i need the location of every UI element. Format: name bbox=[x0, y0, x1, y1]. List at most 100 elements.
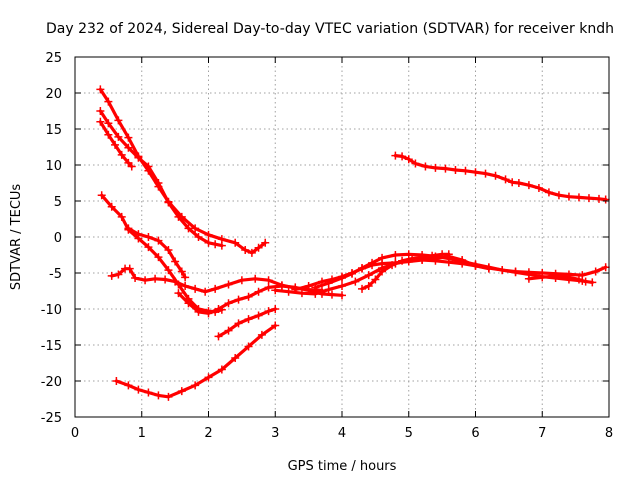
data-point bbox=[574, 193, 583, 202]
y-tick-label: 10 bbox=[45, 159, 62, 174]
data-point bbox=[204, 373, 213, 382]
data-point bbox=[124, 143, 133, 152]
data-point bbox=[177, 387, 186, 396]
data-point bbox=[144, 243, 153, 252]
data-point bbox=[214, 305, 223, 313]
data-point bbox=[254, 243, 263, 252]
data-point bbox=[234, 319, 243, 328]
data-point bbox=[431, 163, 440, 172]
data-point bbox=[481, 169, 490, 178]
y-tick-label: -5 bbox=[49, 267, 62, 282]
data-point bbox=[451, 166, 460, 175]
data-point bbox=[444, 252, 453, 261]
data-point bbox=[398, 152, 407, 161]
data-point bbox=[391, 259, 400, 268]
series-arc-15 bbox=[391, 151, 610, 204]
data-point bbox=[144, 162, 153, 171]
data-point bbox=[244, 292, 253, 301]
data-point bbox=[581, 277, 590, 286]
y-tick-label: 5 bbox=[54, 195, 62, 210]
data-point bbox=[144, 233, 153, 241]
data-point bbox=[584, 194, 593, 203]
data-point bbox=[554, 191, 563, 200]
data-point bbox=[247, 248, 256, 257]
data-point bbox=[508, 178, 517, 187]
data-point bbox=[277, 281, 286, 290]
data-point bbox=[311, 289, 320, 298]
data-point bbox=[191, 284, 200, 293]
data-point bbox=[237, 276, 246, 285]
data-point bbox=[104, 130, 113, 139]
data-point bbox=[114, 270, 123, 279]
data-point bbox=[284, 287, 293, 296]
x-tick-label: 1 bbox=[138, 426, 146, 441]
data-point bbox=[378, 253, 387, 262]
data-point bbox=[404, 256, 413, 265]
data-point bbox=[114, 116, 123, 125]
data-point bbox=[234, 295, 243, 304]
y-tick-label: 25 bbox=[45, 51, 62, 66]
data-point bbox=[141, 276, 150, 285]
data-point bbox=[231, 238, 240, 247]
x-tick-label: 4 bbox=[338, 426, 346, 441]
data-point bbox=[125, 264, 134, 273]
data-point bbox=[297, 289, 306, 298]
data-point bbox=[404, 155, 413, 164]
data-point bbox=[538, 273, 547, 282]
data-point bbox=[564, 273, 573, 282]
data-point bbox=[134, 153, 143, 162]
data-point bbox=[351, 277, 360, 286]
data-point bbox=[201, 287, 210, 296]
data-point bbox=[194, 233, 203, 241]
data-point bbox=[254, 287, 263, 296]
data-point bbox=[391, 251, 400, 259]
data-point bbox=[164, 198, 173, 207]
data-point bbox=[107, 202, 116, 211]
data-point bbox=[348, 269, 357, 278]
data-point bbox=[524, 274, 533, 283]
data-point bbox=[368, 258, 377, 267]
y-tick-label: -20 bbox=[41, 375, 62, 390]
data-point bbox=[164, 392, 173, 401]
data-point bbox=[184, 224, 193, 233]
data-point bbox=[154, 236, 163, 245]
data-point bbox=[104, 97, 113, 106]
data-point bbox=[327, 290, 336, 299]
data-point bbox=[257, 330, 266, 339]
data-series bbox=[96, 85, 610, 401]
y-tick-label: -25 bbox=[41, 411, 62, 426]
x-tick-label: 6 bbox=[471, 426, 479, 441]
data-point bbox=[358, 284, 367, 293]
data-point bbox=[117, 150, 126, 159]
data-point bbox=[217, 241, 226, 250]
data-point bbox=[601, 263, 610, 272]
data-point bbox=[271, 305, 280, 313]
series-arc-8 bbox=[214, 305, 280, 341]
data-point bbox=[161, 275, 170, 284]
data-point bbox=[498, 266, 507, 275]
y-tick-label: -15 bbox=[41, 339, 62, 354]
data-point bbox=[391, 151, 400, 160]
x-tick-label: 2 bbox=[204, 426, 212, 441]
data-point bbox=[588, 278, 597, 287]
data-point bbox=[171, 257, 180, 266]
y-tick-label: 0 bbox=[54, 231, 62, 246]
data-point bbox=[244, 342, 253, 351]
data-point bbox=[164, 266, 173, 275]
chart-title: Day 232 of 2024, Sidereal Day-to-day VTE… bbox=[46, 21, 614, 37]
data-point bbox=[591, 267, 600, 276]
data-point bbox=[96, 107, 105, 115]
data-point bbox=[501, 175, 510, 184]
series-line bbox=[100, 193, 224, 314]
data-point bbox=[594, 194, 603, 203]
data-point bbox=[441, 164, 450, 173]
data-point bbox=[511, 268, 520, 277]
data-point bbox=[184, 299, 193, 308]
data-point bbox=[224, 326, 233, 335]
data-point bbox=[261, 238, 270, 247]
data-point bbox=[254, 311, 263, 320]
series-line bbox=[98, 109, 224, 248]
data-point bbox=[131, 274, 140, 283]
data-point bbox=[244, 315, 253, 324]
